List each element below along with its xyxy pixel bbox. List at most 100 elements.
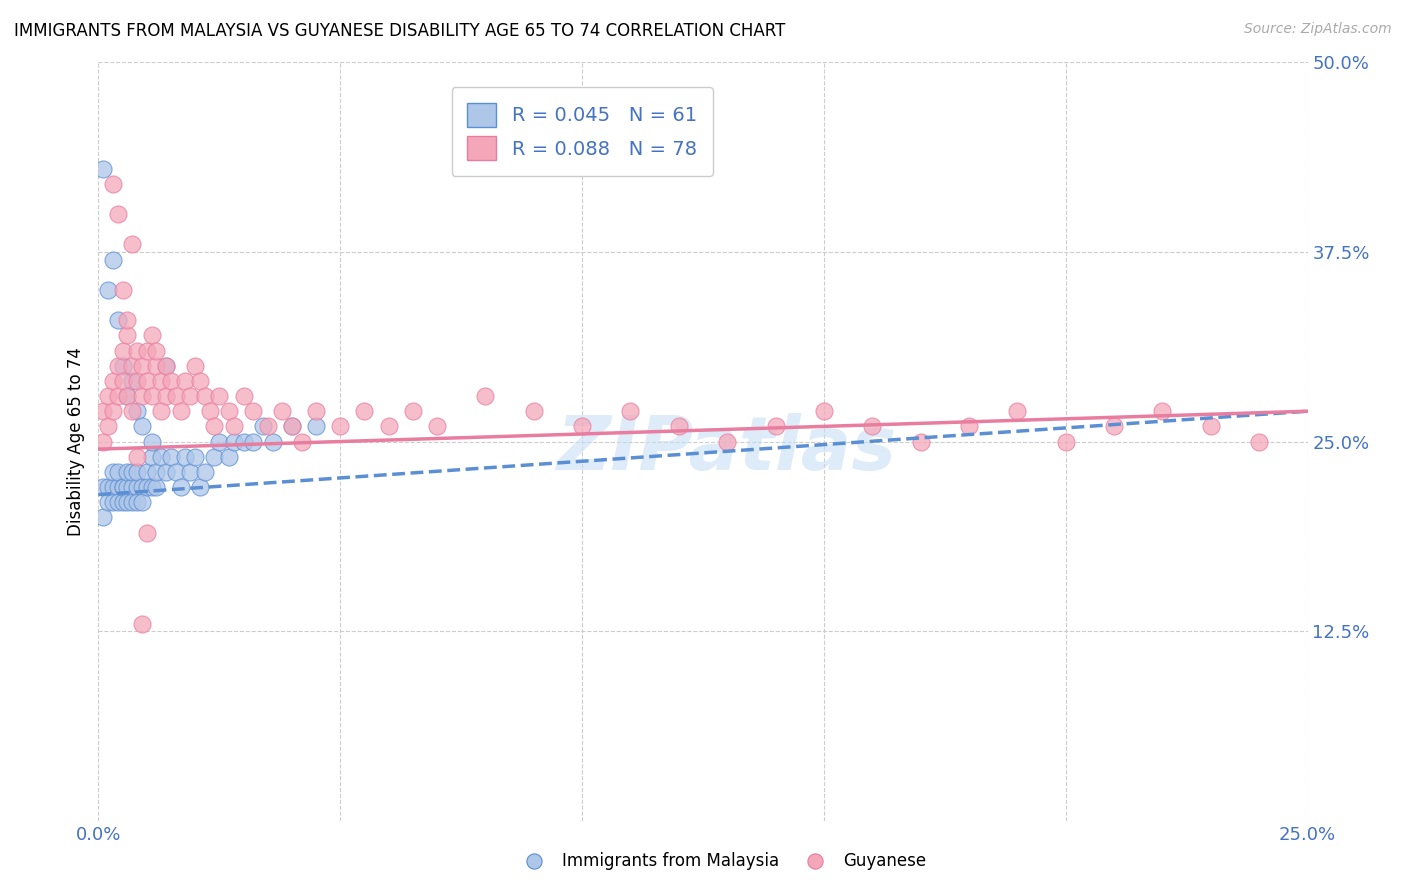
Point <box>135 374 157 388</box>
Point <box>160 450 183 464</box>
Point <box>145 465 167 479</box>
Point <box>117 465 139 479</box>
Point <box>91 404 114 418</box>
Point <box>765 419 787 434</box>
Point <box>131 480 153 494</box>
Point <box>97 389 120 403</box>
Point <box>198 404 221 418</box>
Point <box>107 480 129 494</box>
Point <box>232 434 254 449</box>
Point <box>131 616 153 631</box>
Point <box>957 419 980 434</box>
Point <box>668 419 690 434</box>
Point <box>135 343 157 358</box>
Point <box>155 359 177 373</box>
Point <box>860 419 883 434</box>
Point <box>135 480 157 494</box>
Point <box>184 359 207 373</box>
Point <box>131 359 153 373</box>
Point <box>101 252 124 267</box>
Point <box>127 343 149 358</box>
Point <box>619 404 641 418</box>
Point <box>204 450 226 464</box>
Point <box>242 434 264 449</box>
Point <box>184 450 207 464</box>
Point <box>329 419 352 434</box>
Point <box>150 450 173 464</box>
Point <box>813 404 835 418</box>
Point <box>160 374 183 388</box>
Point <box>218 450 240 464</box>
Point <box>91 480 114 494</box>
Point <box>188 480 211 494</box>
Point <box>121 359 143 373</box>
Point <box>135 465 157 479</box>
Point <box>117 328 139 343</box>
Point <box>305 419 328 434</box>
Point <box>194 465 217 479</box>
Point <box>155 465 177 479</box>
Point <box>97 495 120 509</box>
Point <box>121 465 143 479</box>
Point <box>101 465 124 479</box>
Point <box>141 389 163 403</box>
Point <box>523 854 546 868</box>
Point <box>145 359 167 373</box>
Point <box>1102 419 1125 434</box>
Point <box>121 495 143 509</box>
Point <box>135 525 157 540</box>
Point <box>377 419 399 434</box>
Point <box>107 389 129 403</box>
Point <box>107 465 129 479</box>
Point <box>208 434 231 449</box>
Point <box>127 450 149 464</box>
Point <box>101 404 124 418</box>
Text: Immigrants from Malaysia: Immigrants from Malaysia <box>562 852 779 870</box>
Point <box>97 480 120 494</box>
Point <box>91 434 114 449</box>
Point <box>305 404 328 418</box>
Point <box>169 404 191 418</box>
Text: Guyanese: Guyanese <box>844 852 927 870</box>
Point <box>271 404 294 418</box>
Point <box>716 434 738 449</box>
Point <box>145 480 167 494</box>
Point <box>194 389 217 403</box>
Point <box>111 480 134 494</box>
Point <box>145 343 167 358</box>
Point <box>155 359 177 373</box>
Point <box>107 495 129 509</box>
Point <box>281 419 304 434</box>
Point <box>121 237 143 252</box>
Point <box>1249 434 1271 449</box>
Point <box>262 434 284 449</box>
Text: IMMIGRANTS FROM MALAYSIA VS GUYANESE DISABILITY AGE 65 TO 74 CORRELATION CHART: IMMIGRANTS FROM MALAYSIA VS GUYANESE DIS… <box>14 22 786 40</box>
Point <box>107 207 129 221</box>
Point <box>121 480 143 494</box>
Point <box>426 419 449 434</box>
Point <box>155 389 177 403</box>
Point <box>97 419 120 434</box>
Point <box>256 419 278 434</box>
Legend: R = 0.045   N = 61, R = 0.088   N = 78: R = 0.045 N = 61, R = 0.088 N = 78 <box>451 87 713 176</box>
Point <box>141 328 163 343</box>
Point <box>111 495 134 509</box>
Point <box>232 389 254 403</box>
Point <box>117 495 139 509</box>
Point <box>127 480 149 494</box>
Point <box>91 161 114 176</box>
Point <box>179 389 201 403</box>
Point <box>204 419 226 434</box>
Point <box>242 404 264 418</box>
Point <box>91 510 114 524</box>
Point <box>131 495 153 509</box>
Point <box>474 389 496 403</box>
Point <box>131 419 153 434</box>
Text: Source: ZipAtlas.com: Source: ZipAtlas.com <box>1244 22 1392 37</box>
Point <box>804 854 827 868</box>
Point <box>141 434 163 449</box>
Point <box>111 359 134 373</box>
Point <box>111 343 134 358</box>
Point <box>150 404 173 418</box>
Y-axis label: Disability Age 65 to 74: Disability Age 65 to 74 <box>66 347 84 536</box>
